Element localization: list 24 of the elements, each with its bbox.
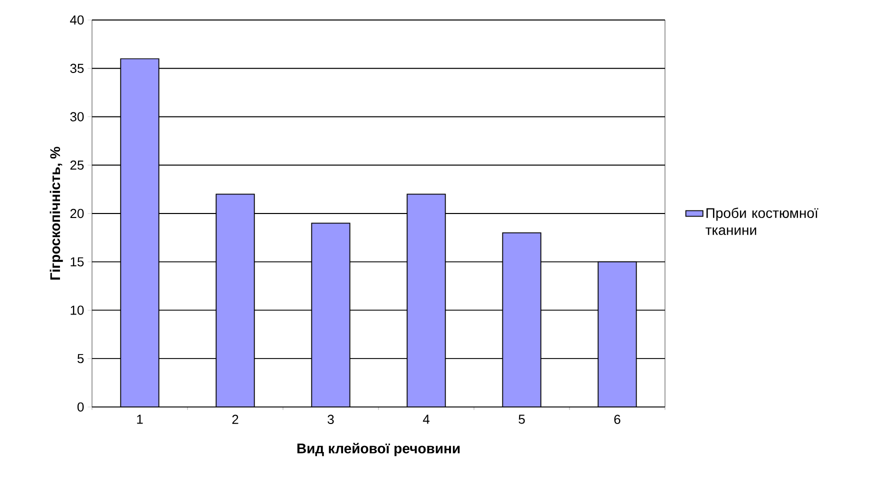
y-tick-label: 5 xyxy=(77,354,84,364)
bar xyxy=(216,194,255,407)
y-tick-label: 15 xyxy=(70,257,84,266)
x-tick-label: 3 xyxy=(328,414,334,424)
x-tick-label: 6 xyxy=(614,414,620,424)
y-tick-label: 35 xyxy=(70,64,84,73)
y-axis-title: Гігроскопічність, % xyxy=(50,146,63,280)
x-tick-label: 5 xyxy=(518,414,525,424)
y-tick-label: 40 xyxy=(70,15,84,25)
legend-label: Проби костюмної тканини xyxy=(706,208,818,236)
y-tick-label: 0 xyxy=(77,402,84,412)
bar xyxy=(120,58,160,407)
y-tick-label: 10 xyxy=(70,306,84,315)
bar xyxy=(502,232,542,407)
bar xyxy=(406,194,446,407)
bar xyxy=(598,261,637,407)
x-tick-label: 4 xyxy=(422,414,430,424)
x-tick-label: 1 xyxy=(137,414,143,424)
x-tick-label: 2 xyxy=(232,414,238,424)
y-tick-label: 25 xyxy=(70,160,84,170)
y-tick-label: 30 xyxy=(70,112,84,122)
x-axis-title: Вид клейової речовини xyxy=(297,442,460,456)
bar xyxy=(311,222,350,407)
y-tick-label: 20 xyxy=(70,208,84,218)
